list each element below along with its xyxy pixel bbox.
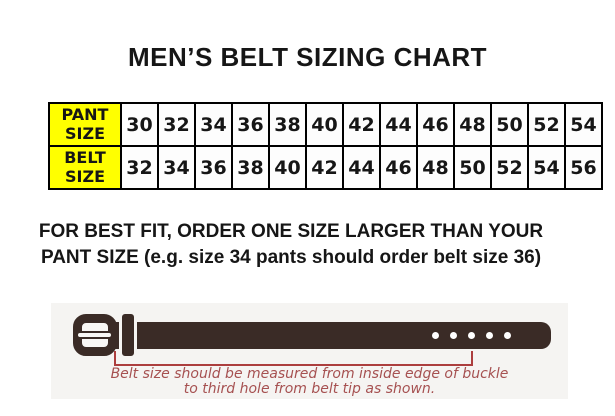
fit-note: FOR BEST FIT, ORDER ONE SIZE LARGER THAN…	[0, 219, 582, 271]
size-cell: 44	[342, 145, 381, 190]
size-cell: 36	[194, 145, 233, 190]
belt-hole	[504, 332, 511, 339]
belt-size-row: BELT SIZE 32 34 36 38 40 42 44 46 48 50 52 54 56	[48, 145, 603, 190]
fit-note-line2: PANT SIZE (e.g. size 34 pants should ord…	[40, 247, 542, 268]
fit-note-line1: FOR BEST FIT, ORDER ONE SIZE LARGER THAN…	[38, 221, 544, 242]
buckle-prong	[76, 331, 113, 339]
belt-hole	[450, 332, 457, 339]
size-cell: 34	[157, 145, 196, 190]
belt-caption-line1: Belt size should be measured from inside…	[110, 366, 509, 382]
pant-size-row: PANT SIZE 30 32 34 36 38 40 42 44 46 48 50 52 54	[48, 102, 603, 147]
row-header-cell: PANT SIZE	[48, 102, 122, 147]
size-cell: 42	[305, 145, 344, 190]
size-cell: 38	[268, 102, 307, 147]
size-cell: 32	[157, 102, 196, 147]
size-cell: 40	[268, 145, 307, 190]
size-cell: 48	[416, 145, 455, 190]
size-cell: 52	[527, 102, 566, 147]
size-cell: 54	[564, 102, 603, 147]
belt-caption-line2: to third hole from belt tip as shown.	[183, 381, 436, 397]
belt-hole	[432, 332, 439, 339]
measurement-bracket	[114, 351, 473, 366]
belt-diagram: Belt size should be measured from inside…	[51, 303, 568, 399]
size-table: PANT SIZE 30 32 34 36 38 40 42 44 46 48 50 52 54 BELT …	[48, 102, 603, 190]
page-title: MEN’S BELT SIZING CHART	[127, 42, 488, 72]
row-header-cell: BELT SIZE	[48, 145, 122, 190]
size-cell: 52	[490, 145, 529, 190]
size-cell: 32	[120, 145, 159, 190]
belt-hole	[468, 332, 475, 339]
size-cell: 56	[564, 145, 603, 190]
belt-keeper-loop	[119, 311, 137, 359]
size-cell: 30	[120, 102, 159, 147]
size-cell: 34	[194, 102, 233, 147]
size-cell: 46	[416, 102, 455, 147]
size-cell: 38	[231, 145, 270, 190]
size-cell: 40	[305, 102, 344, 147]
size-cell: 36	[231, 102, 270, 147]
belt-hole	[486, 332, 493, 339]
size-cell: 50	[453, 145, 492, 190]
size-cell: 44	[379, 102, 418, 147]
size-cell: 50	[490, 102, 529, 147]
belt-strap	[115, 322, 551, 349]
size-table-body: PANT SIZE 30 32 34 36 38 40 42 44 46 48 50 52 54 BELT …	[48, 102, 603, 190]
size-cell: 46	[379, 145, 418, 190]
belt-caption: Belt size should be measured from inside…	[51, 367, 568, 397]
size-cell: 54	[527, 145, 566, 190]
size-cell: 42	[342, 102, 381, 147]
size-cell: 48	[453, 102, 492, 147]
